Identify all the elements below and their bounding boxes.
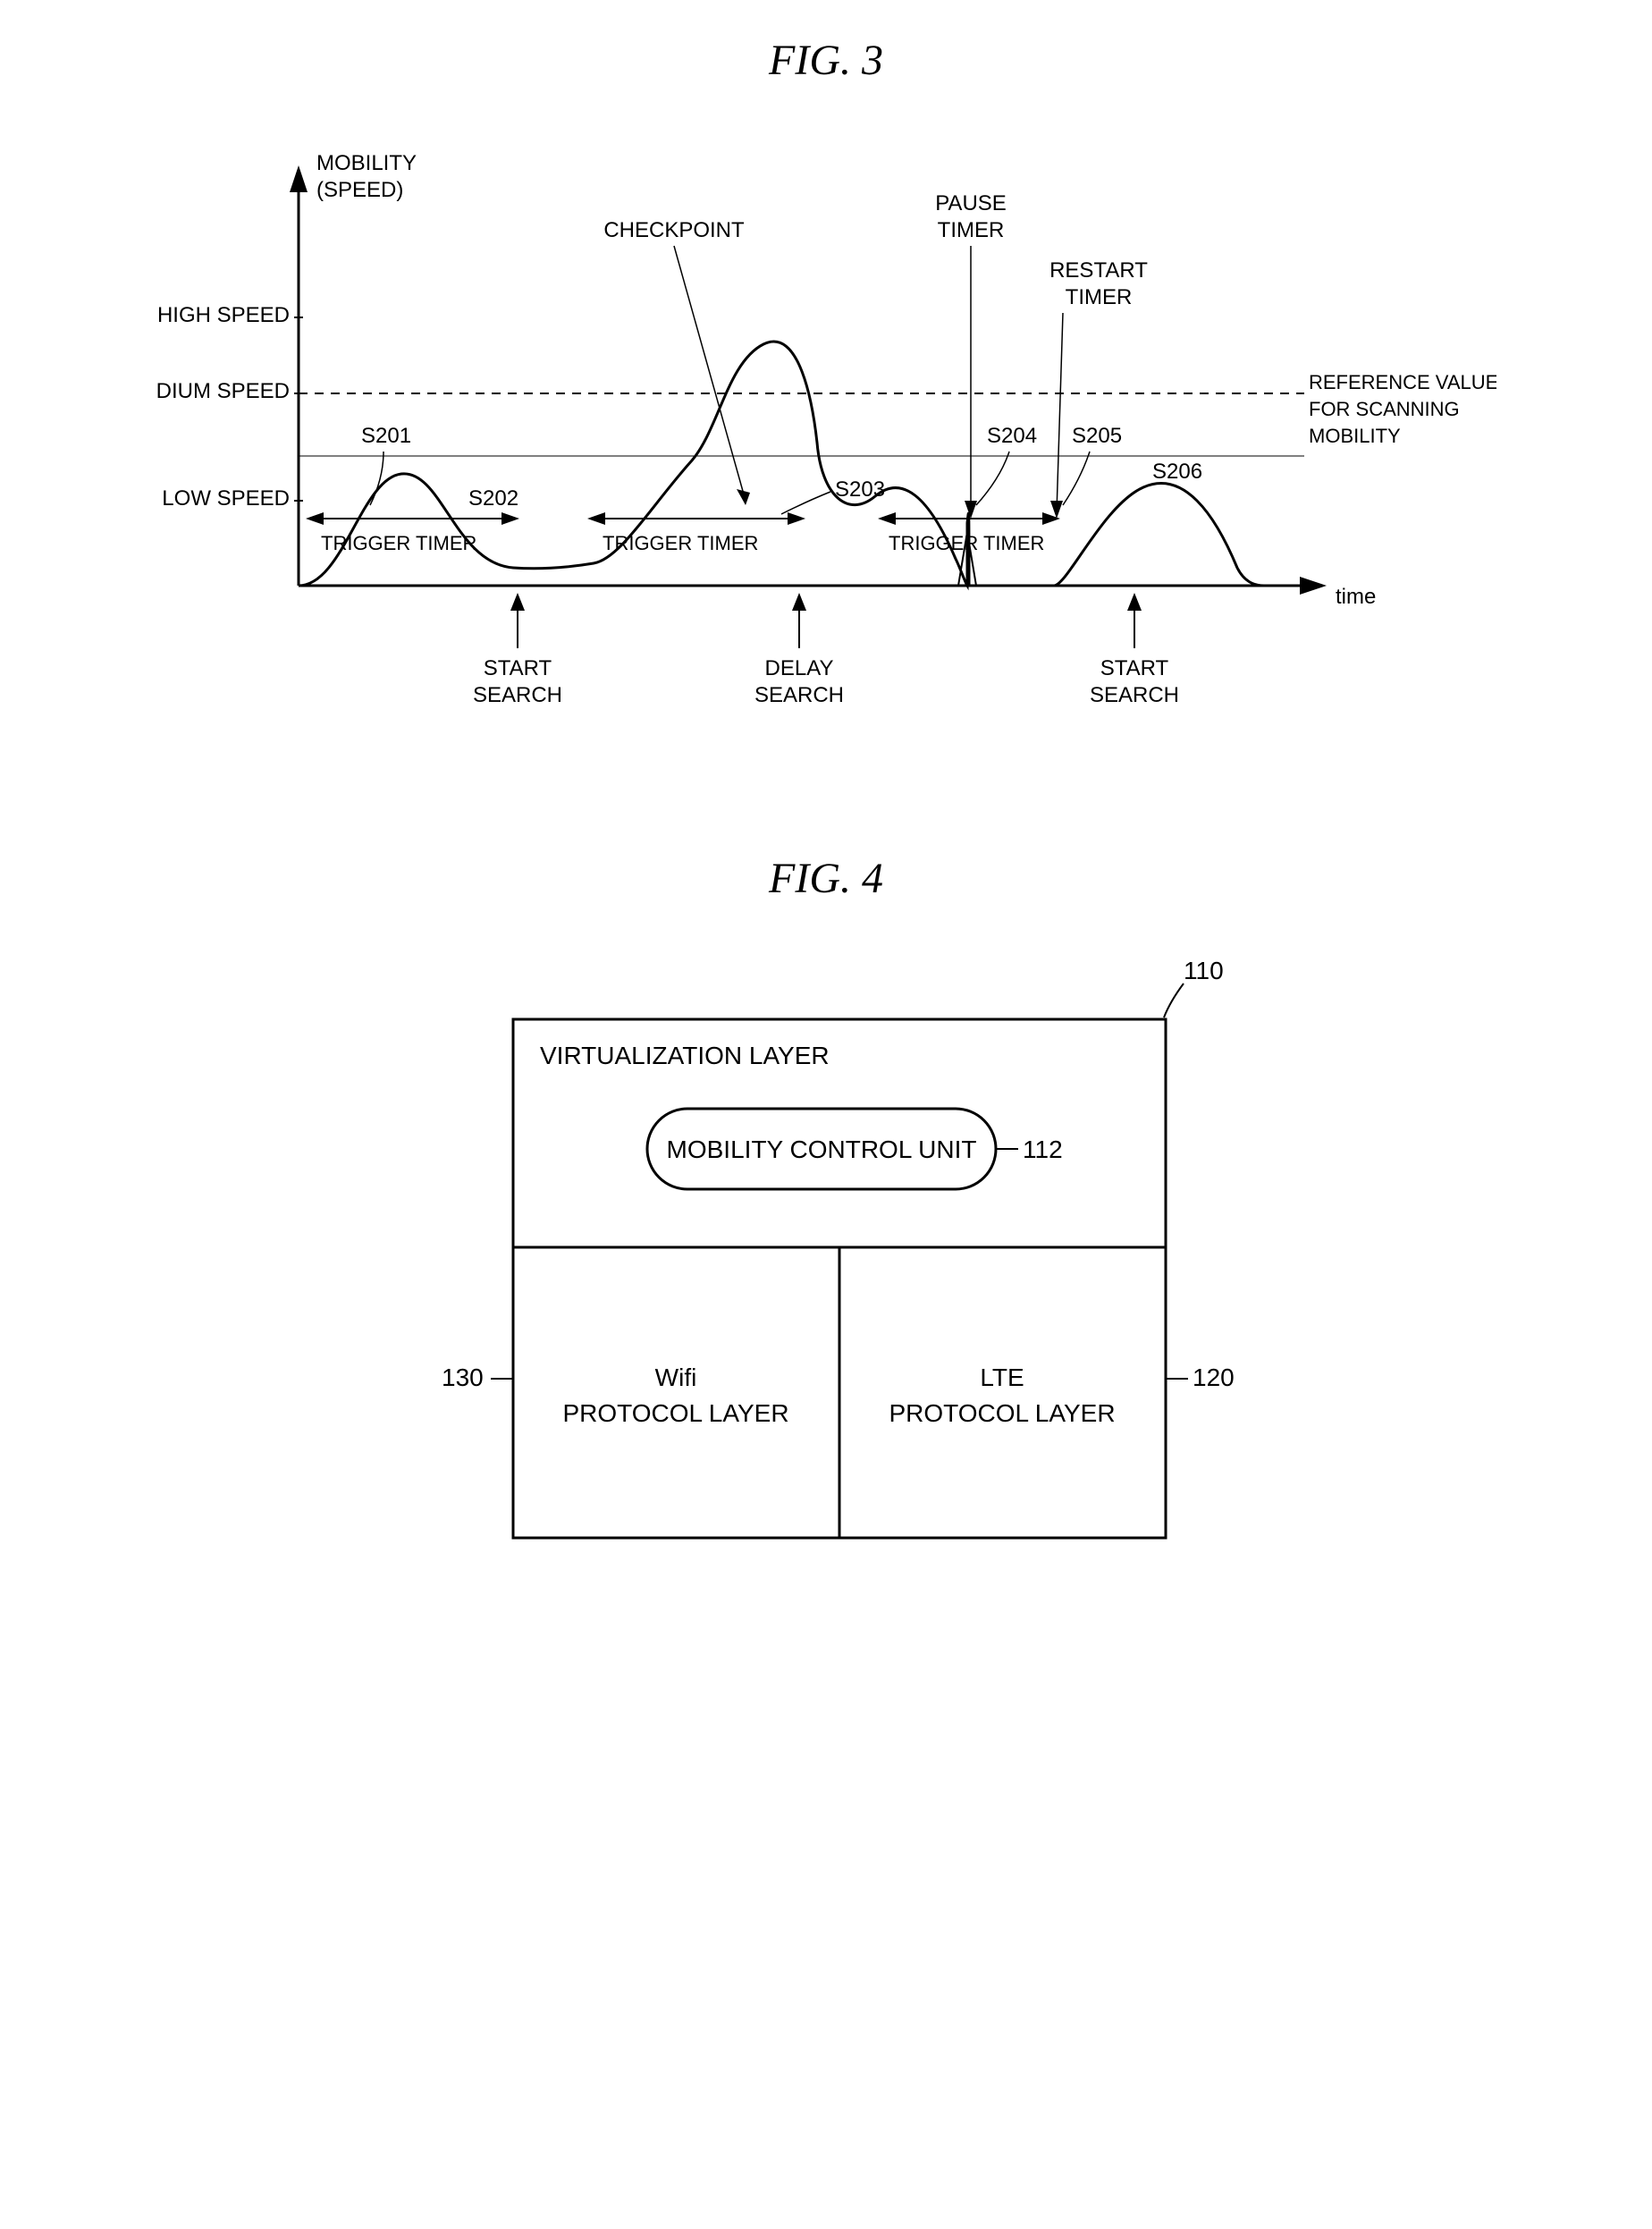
x-axis-label: time	[1336, 585, 1376, 609]
start-search-2a: START	[1100, 656, 1169, 680]
ref-120: 120	[1193, 1364, 1235, 1391]
trigger-timer-1: TRIGGER TIMER	[321, 532, 476, 554]
ref-112: 112	[1023, 1136, 1063, 1163]
ref-110: 110	[1184, 957, 1224, 984]
start-search-2b: SEARCH	[1090, 683, 1179, 707]
checkpoint-label: CHECKPOINT	[603, 218, 745, 242]
start-search-1b: SEARCH	[473, 683, 562, 707]
s202-label: S202	[468, 486, 518, 511]
wifi-1: Wifi	[655, 1364, 697, 1391]
delay-search-b: SEARCH	[754, 683, 844, 707]
restart-timer-2: TIMER	[1066, 285, 1133, 309]
trigger-timer-3: TRIGGER TIMER	[889, 532, 1044, 554]
wifi-2: PROTOCOL LAYER	[562, 1399, 788, 1427]
trigger-timer-2: TRIGGER TIMER	[603, 532, 758, 554]
start-search-1a: START	[484, 656, 552, 680]
virtualization-label: VIRTUALIZATION LAYER	[540, 1042, 830, 1069]
restart-timer-1: RESTART	[1049, 258, 1148, 283]
delay-search-a: DELAY	[765, 656, 834, 680]
fig3-chart: MOBILITY (SPEED) HIGH SPEED MEDIUM SPEED…	[156, 121, 1496, 747]
mobility-label: MOBILITY CONTROL UNIT	[667, 1136, 977, 1163]
fig4-title: FIG. 4	[36, 854, 1616, 903]
fig3-title: FIG. 3	[36, 36, 1616, 85]
ytick-low: LOW SPEED	[162, 486, 290, 511]
s206-label: S206	[1152, 460, 1202, 484]
lte-2: PROTOCOL LAYER	[889, 1399, 1115, 1427]
s204-label: S204	[987, 424, 1037, 448]
ref-value-2: FOR SCANNING	[1309, 398, 1460, 420]
ref-value-1: REFERENCE VALUE	[1309, 371, 1496, 393]
pause-timer-1: PAUSE	[935, 191, 1007, 215]
y-axis-title-1: MOBILITY	[316, 151, 417, 175]
pause-timer-2: TIMER	[938, 218, 1005, 242]
s203-label: S203	[835, 477, 885, 502]
lte-1: LTE	[980, 1364, 1024, 1391]
y-axis-title-2: (SPEED)	[316, 178, 403, 202]
ytick-high: HIGH SPEED	[157, 303, 290, 327]
ref-value-3: MOBILITY	[1309, 425, 1401, 447]
s201-label: S201	[361, 424, 411, 448]
ytick-medium: MEDIUM SPEED	[156, 379, 290, 403]
fig4-diagram: VIRTUALIZATION LAYER MOBILITY CONTROL UN…	[379, 939, 1273, 1583]
ref-130: 130	[442, 1364, 484, 1391]
s205-label: S205	[1072, 424, 1122, 448]
